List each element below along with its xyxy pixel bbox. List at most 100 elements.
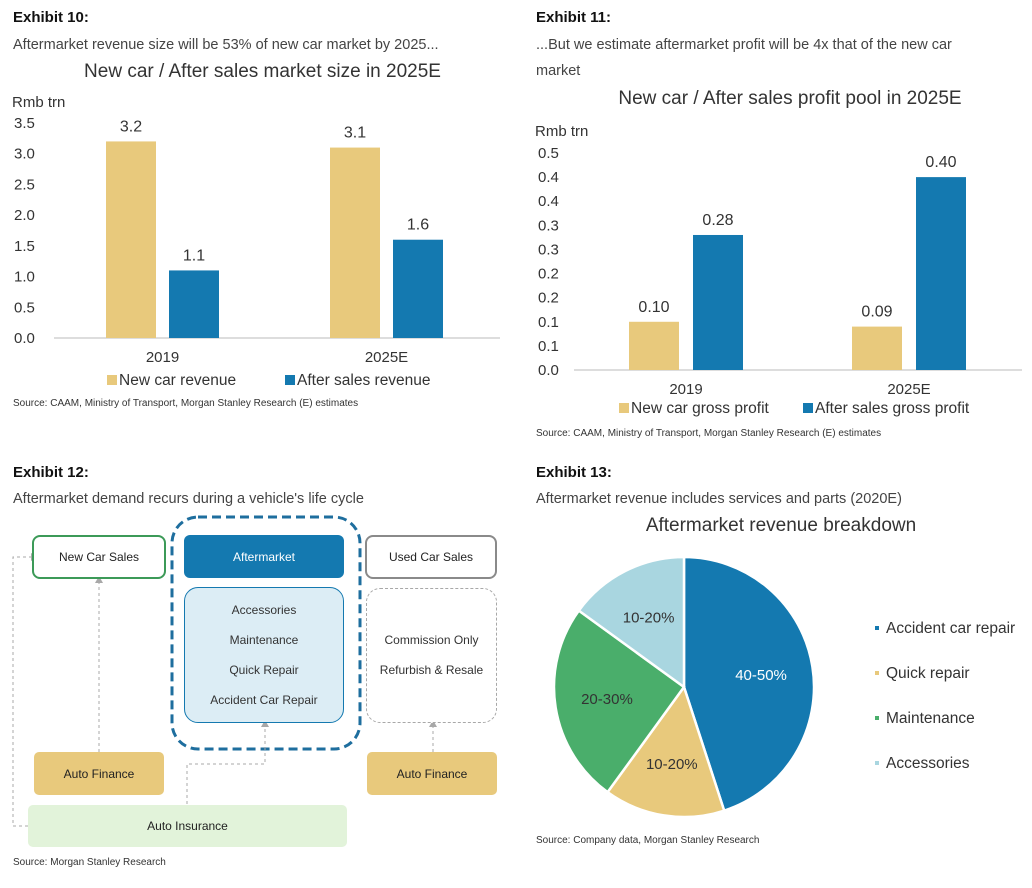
connector-insurance-to-aftermarket: [186, 726, 266, 804]
pie-label: 10-20%: [646, 756, 698, 773]
y-tick-label: 0.5: [538, 145, 559, 162]
exhibit-13-source: Source: Company data, Morgan Stanley Res…: [536, 835, 760, 846]
exhibit-11-source: Source: CAAM, Ministry of Transport, Mor…: [536, 428, 882, 439]
data-label: 3.2: [120, 118, 142, 135]
legend-swatch: [875, 716, 879, 720]
y-tick-label: 0.1: [538, 314, 559, 331]
y-tick-label: 0.2: [538, 266, 559, 283]
y-tick-label: 1.0: [14, 269, 35, 286]
y-tick-label: 2.5: [14, 176, 35, 193]
exhibit-13-subtitle: Aftermarket revenue includes services an…: [536, 491, 902, 507]
data-label: 1.6: [407, 217, 429, 234]
pie-slice: [552, 608, 686, 794]
exhibit-11-subtitle-line1: ...But we estimate aftermarket profit wi…: [536, 37, 952, 53]
legend-swatch: [803, 403, 813, 413]
legend-entry: Accessories: [886, 755, 970, 772]
data-label: 0.40: [925, 154, 956, 171]
x-tick-label: 2025E: [887, 381, 930, 398]
used-item-commission: Commission Only: [384, 633, 479, 647]
legend-entry: After sales revenue: [297, 372, 431, 389]
bar: [393, 239, 443, 338]
y-tick-label: 0.3: [538, 241, 559, 258]
x-tick-label: 2025E: [365, 349, 408, 366]
exhibit-10-label: Exhibit 10:: [13, 9, 89, 26]
legend-entry: Quick repair: [886, 665, 970, 682]
bar: [916, 177, 966, 370]
pie-label: 10-20%: [623, 610, 675, 627]
y-tick-label: 0.2: [538, 290, 559, 307]
auto-finance-right-box: Auto Finance: [367, 752, 497, 795]
y-tick-label: 1.5: [14, 238, 35, 255]
legend-entry: Accident car repair: [886, 620, 1015, 637]
y-tick-label: 0.1: [538, 338, 559, 355]
exhibit-12-source: Source: Morgan Stanley Research: [13, 857, 166, 868]
aftermarket-item-maintenance: Maintenance: [229, 633, 299, 647]
aftermarket-item-quick-repair: Quick Repair: [229, 663, 299, 677]
exhibit-11-bar-chart: Rmb trn 0.5 0.4 0.4 0.3 0.3 0.2 0.2 0.1 0.1 0.0 0.1…: [535, 123, 1022, 417]
legend-entry: After sales gross profit: [815, 400, 970, 417]
aftermarket-header-box: Aftermarket: [184, 535, 344, 578]
y-tick-label: 0.0: [538, 362, 559, 379]
y-tick-label: 0.4: [538, 193, 559, 210]
exhibit-12-label: Exhibit 12:: [13, 464, 89, 481]
aftermarket-item-accessories: Accessories: [231, 603, 297, 617]
exhibit-11-subtitle-line2: market: [536, 63, 581, 79]
bar: [693, 234, 743, 370]
data-label: 1.1: [183, 247, 205, 264]
pie-label: 40-50%: [735, 667, 787, 684]
y-axis-label: Rmb trn: [12, 94, 65, 111]
aftermarket-items-box: Accessories Maintenance Quick Repair Acc…: [184, 587, 344, 723]
legend-entry: Maintenance: [886, 710, 975, 727]
bar: [852, 326, 902, 370]
diagram-connectors: [12, 515, 437, 827]
data-label: 0.09: [861, 304, 892, 321]
x-tick-label: 2019: [669, 381, 702, 398]
aftermarket-dashed-frame: [170, 515, 362, 751]
used-item-refurbish: Refurbish & Resale: [379, 663, 484, 677]
exhibit-13-pie-chart: 40-50% 10-20% 20-30% 10-20% Accident car rep…: [552, 555, 1015, 819]
exhibit-11-chart-title: New car / After sales profit pool in 202…: [618, 88, 962, 109]
connector-insurance-to-newcar: [12, 556, 32, 827]
data-label: 0.28: [702, 212, 733, 229]
legend-swatch: [619, 403, 629, 413]
exhibit-13-chart-title: Aftermarket revenue breakdown: [645, 515, 917, 536]
y-tick-label: 0.3: [538, 217, 559, 234]
new-car-sales-box: New Car Sales: [32, 535, 166, 579]
exhibit-10-source: Source: CAAM, Ministry of Transport, Mor…: [13, 398, 359, 409]
bar: [106, 141, 156, 338]
legend-entry: New car revenue: [119, 372, 236, 389]
exhibit-10-bar-chart: Rmb trn 3.5 3.0 2.5 2.0 1.5 1.0 0.5 0.0 3.2 1.1 201…: [12, 94, 500, 389]
legend-swatch: [875, 761, 879, 765]
used-car-items-box: Commission Only Refurbish & Resale: [366, 588, 497, 723]
exhibit-10-subtitle: Aftermarket revenue size will be 53% of …: [13, 37, 439, 53]
y-tick-label: 0.4: [538, 169, 559, 186]
auto-insurance-box: Auto Insurance: [28, 805, 347, 847]
arrow-up-newcar: [95, 576, 103, 583]
legend-swatch: [875, 671, 879, 675]
y-tick-label: 0.0: [14, 330, 35, 347]
bar: [629, 321, 679, 370]
legend-swatch: [285, 375, 295, 385]
auto-finance-left-box: Auto Finance: [34, 752, 164, 795]
exhibit-12-subtitle: Aftermarket demand recurs during a vehic…: [13, 491, 364, 507]
data-label: 3.1: [344, 125, 366, 142]
data-label: 0.10: [638, 299, 669, 316]
exhibit-11-label: Exhibit 11:: [536, 9, 612, 26]
legend-entry: New car gross profit: [631, 400, 770, 417]
pie-label: 20-30%: [581, 691, 633, 708]
bar: [169, 270, 219, 338]
bar: [330, 147, 380, 338]
x-tick-label: 2019: [146, 349, 179, 366]
legend-swatch: [875, 626, 879, 630]
used-car-sales-box: Used Car Sales: [365, 535, 497, 579]
y-axis-label: Rmb trn: [535, 123, 588, 140]
aftermarket-item-accident-repair: Accident Car Repair: [210, 693, 318, 707]
arrow-up-aftermarket: [261, 720, 269, 727]
y-tick-label: 2.0: [14, 207, 35, 224]
legend-swatch: [107, 375, 117, 385]
arrow-up-used: [429, 720, 437, 727]
y-tick-label: 3.0: [14, 146, 35, 163]
exhibit-13-label: Exhibit 13:: [536, 464, 612, 481]
exhibit-10-chart-title: New car / After sales market size in 202…: [84, 61, 441, 82]
y-tick-label: 0.5: [14, 299, 35, 316]
